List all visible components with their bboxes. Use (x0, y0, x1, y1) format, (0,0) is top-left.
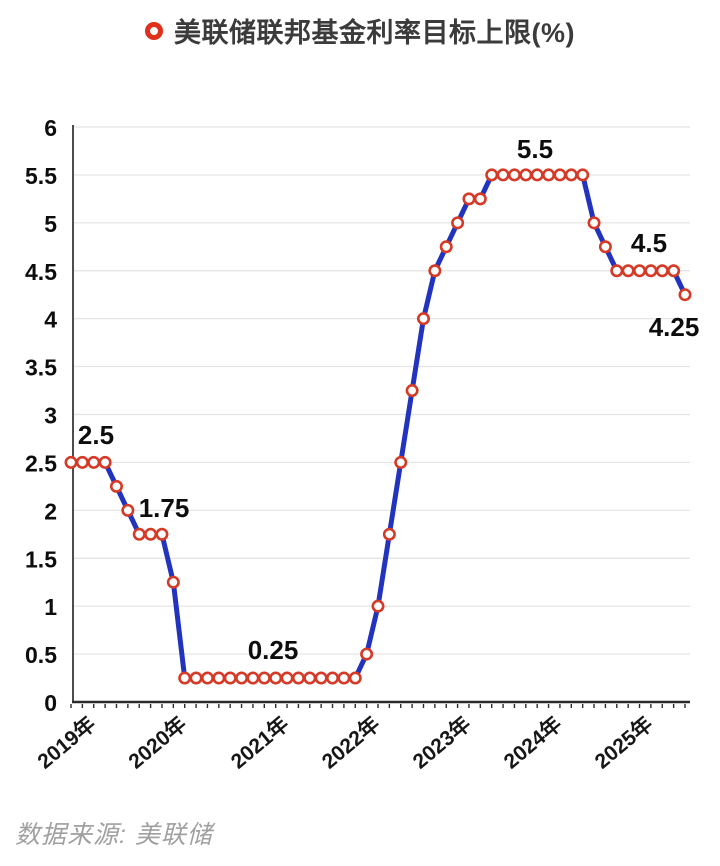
data-point (235, 671, 249, 685)
data-point (598, 240, 612, 254)
data-point (348, 671, 362, 685)
point-annotation: 5.5 (517, 134, 553, 164)
y-tick-label: 0.5 (25, 642, 57, 668)
data-point (109, 479, 123, 493)
data-point (405, 384, 419, 398)
data-point (337, 671, 351, 685)
y-tick-label: 3.5 (25, 355, 57, 381)
data-point (98, 455, 112, 469)
point-annotation: 2.5 (78, 420, 114, 450)
chart-legend: 美联储联邦基金利率目标上限(%) (0, 11, 720, 50)
data-point (485, 168, 499, 182)
data-point (451, 216, 465, 230)
data-point (633, 264, 647, 278)
legend-label: 美联储联邦基金利率目标上限(%) (174, 18, 575, 48)
data-point (64, 455, 78, 469)
data-point (678, 288, 692, 302)
data-point (530, 168, 544, 182)
y-tick-label: 6 (44, 115, 57, 141)
data-point (132, 527, 146, 541)
data-point (291, 671, 305, 685)
x-year-label: 2021年 (226, 712, 293, 774)
x-year-label: 2022年 (317, 712, 384, 774)
data-point (428, 264, 442, 278)
data-point (189, 671, 203, 685)
data-point (144, 527, 158, 541)
data-source-note: 数据来源: 美联储 (15, 821, 213, 849)
y-tick-label: 1.5 (25, 546, 57, 572)
y-tick-label: 4 (44, 307, 57, 333)
x-year-label: 2019年 (33, 712, 100, 774)
data-point (439, 240, 453, 254)
data-point (212, 671, 226, 685)
data-point (314, 671, 328, 685)
data-point (542, 168, 556, 182)
data-point (166, 575, 180, 589)
data-point (564, 168, 578, 182)
point-annotation: 4.5 (631, 228, 667, 258)
data-point (473, 192, 487, 206)
data-point (587, 216, 601, 230)
y-tick-label: 0 (44, 690, 57, 716)
y-tick-label: 4.5 (25, 259, 57, 285)
data-point (326, 671, 340, 685)
y-tick-label: 2.5 (25, 450, 57, 476)
x-year-label: 2024年 (499, 712, 566, 774)
data-point (416, 312, 430, 326)
data-point (246, 671, 260, 685)
data-point (303, 671, 317, 685)
data-point (87, 455, 101, 469)
data-point (610, 264, 624, 278)
x-year-label: 2025年 (590, 712, 657, 774)
data-point (75, 455, 89, 469)
data-point (507, 168, 521, 182)
data-point (371, 599, 385, 613)
data-point (519, 168, 533, 182)
point-annotation: 0.25 (248, 635, 299, 665)
data-point (462, 192, 476, 206)
data-point (576, 168, 590, 182)
y-tick-label: 3 (44, 403, 57, 429)
data-point (269, 671, 283, 685)
y-tick-label: 1 (44, 594, 57, 620)
data-point (394, 455, 408, 469)
y-tick-label: 5.5 (25, 163, 57, 189)
data-point (621, 264, 635, 278)
point-annotation: 1.75 (139, 493, 190, 523)
x-year-label: 2020年 (124, 712, 191, 774)
data-point (223, 671, 237, 685)
data-point (178, 671, 192, 685)
data-point (280, 671, 294, 685)
data-point (667, 264, 681, 278)
data-point (155, 527, 169, 541)
data-point (644, 264, 658, 278)
data-point (360, 647, 374, 661)
data-point (257, 671, 271, 685)
x-year-label: 2023年 (408, 712, 475, 774)
data-point (121, 503, 135, 517)
y-tick-label: 5 (44, 211, 57, 237)
data-point (553, 168, 567, 182)
data-point (496, 168, 510, 182)
legend-marker-icon (145, 21, 163, 40)
y-tick-label: 2 (44, 498, 57, 524)
point-annotation: 4.25 (649, 312, 700, 342)
data-point (382, 527, 396, 541)
data-point (655, 264, 669, 278)
data-point (200, 671, 214, 685)
